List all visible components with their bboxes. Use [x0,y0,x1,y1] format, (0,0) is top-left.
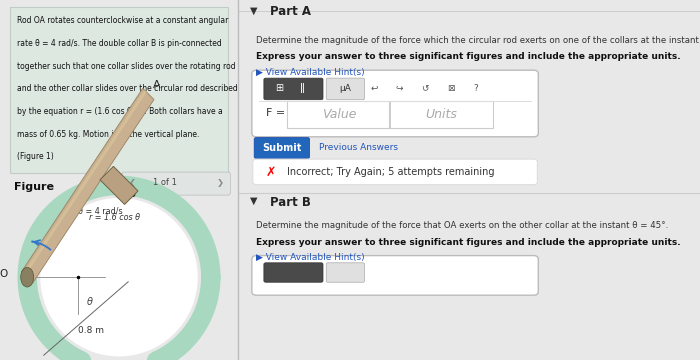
Text: ▶ View Available Hint(s): ▶ View Available Hint(s) [256,68,365,77]
Text: A: A [153,80,161,90]
Text: together such that one collar slides over the rotating rod: together such that one collar slides ove… [17,62,235,71]
Circle shape [21,267,34,287]
Text: θ: θ [88,297,93,307]
Text: θ̇ = 4 rad/s: θ̇ = 4 rad/s [78,207,122,216]
Text: B: B [129,189,136,199]
Text: Figure: Figure [14,182,55,192]
Polygon shape [100,166,138,204]
Text: ❮: ❮ [129,178,136,187]
Text: Submit: Submit [262,143,302,153]
Text: mass of 0.65 kg. Motion is in the vertical plane.: mass of 0.65 kg. Motion is in the vertic… [17,130,199,139]
Text: Previous Answers: Previous Answers [319,143,398,153]
Text: by the equation r = (1.6 cos θ) m. Both collars have a: by the equation r = (1.6 cos θ) m. Both … [17,107,223,116]
FancyBboxPatch shape [122,172,230,195]
FancyBboxPatch shape [252,256,538,295]
Text: 1 of 1: 1 of 1 [153,178,177,187]
Text: Determine the magnitude of the force that OA exerts on the other collar at the i: Determine the magnitude of the force tha… [256,221,668,230]
Text: ↪: ↪ [396,84,403,93]
FancyBboxPatch shape [326,78,365,100]
Text: ▶ View Available Hint(s): ▶ View Available Hint(s) [256,253,365,262]
Text: ❯: ❯ [217,178,224,187]
Text: Value: Value [323,108,357,121]
Text: Part A: Part A [270,5,312,18]
Text: Incorrect; Try Again; 5 attempts remaining: Incorrect; Try Again; 5 attempts remaini… [286,167,494,177]
FancyBboxPatch shape [326,263,365,282]
Text: ?: ? [474,84,478,93]
Text: Units: Units [426,108,457,121]
Text: ǁ: ǁ [300,83,305,93]
Text: F =: F = [266,108,285,118]
Text: Express your answer to three significant figures and include the appropriate uni: Express your answer to three significant… [256,52,681,61]
Text: ⊠: ⊠ [447,84,454,93]
Text: Part B: Part B [270,196,312,209]
FancyBboxPatch shape [389,101,494,128]
Polygon shape [41,198,197,356]
FancyBboxPatch shape [10,7,228,173]
Text: rate θ̇ = 4 rad/s. The double collar B is pin-connected: rate θ̇ = 4 rad/s. The double collar B i… [17,39,221,48]
Text: ▼: ▼ [250,5,257,15]
Text: Rod OA rotates counterclockwise at a constant angular: Rod OA rotates counterclockwise at a con… [17,16,228,25]
Text: (Figure 1): (Figure 1) [17,152,53,161]
Text: μΑ: μΑ [340,84,351,93]
FancyBboxPatch shape [288,101,392,128]
Text: ↺: ↺ [421,84,429,93]
FancyBboxPatch shape [253,159,538,185]
Polygon shape [22,88,154,283]
Text: r = 1.6 cos θ: r = 1.6 cos θ [89,213,140,222]
Text: Express your answer to three significant figures and include the appropriate uni: Express your answer to three significant… [256,238,681,247]
Text: and the other collar slides over the circular rod described: and the other collar slides over the cir… [17,84,237,93]
Text: Determine the magnitude of the force which the circular rod exerts on one of the: Determine the magnitude of the force whi… [256,36,700,45]
Polygon shape [23,90,147,275]
FancyBboxPatch shape [254,138,309,158]
Text: ⊞: ⊞ [276,83,284,93]
Text: 0.8 m: 0.8 m [78,326,104,335]
FancyBboxPatch shape [252,70,538,137]
FancyBboxPatch shape [264,263,323,282]
FancyBboxPatch shape [264,78,323,100]
Text: ↩: ↩ [370,84,378,93]
Text: ▼: ▼ [250,196,257,206]
Text: ✗: ✗ [265,165,276,179]
Text: O: O [0,269,8,279]
